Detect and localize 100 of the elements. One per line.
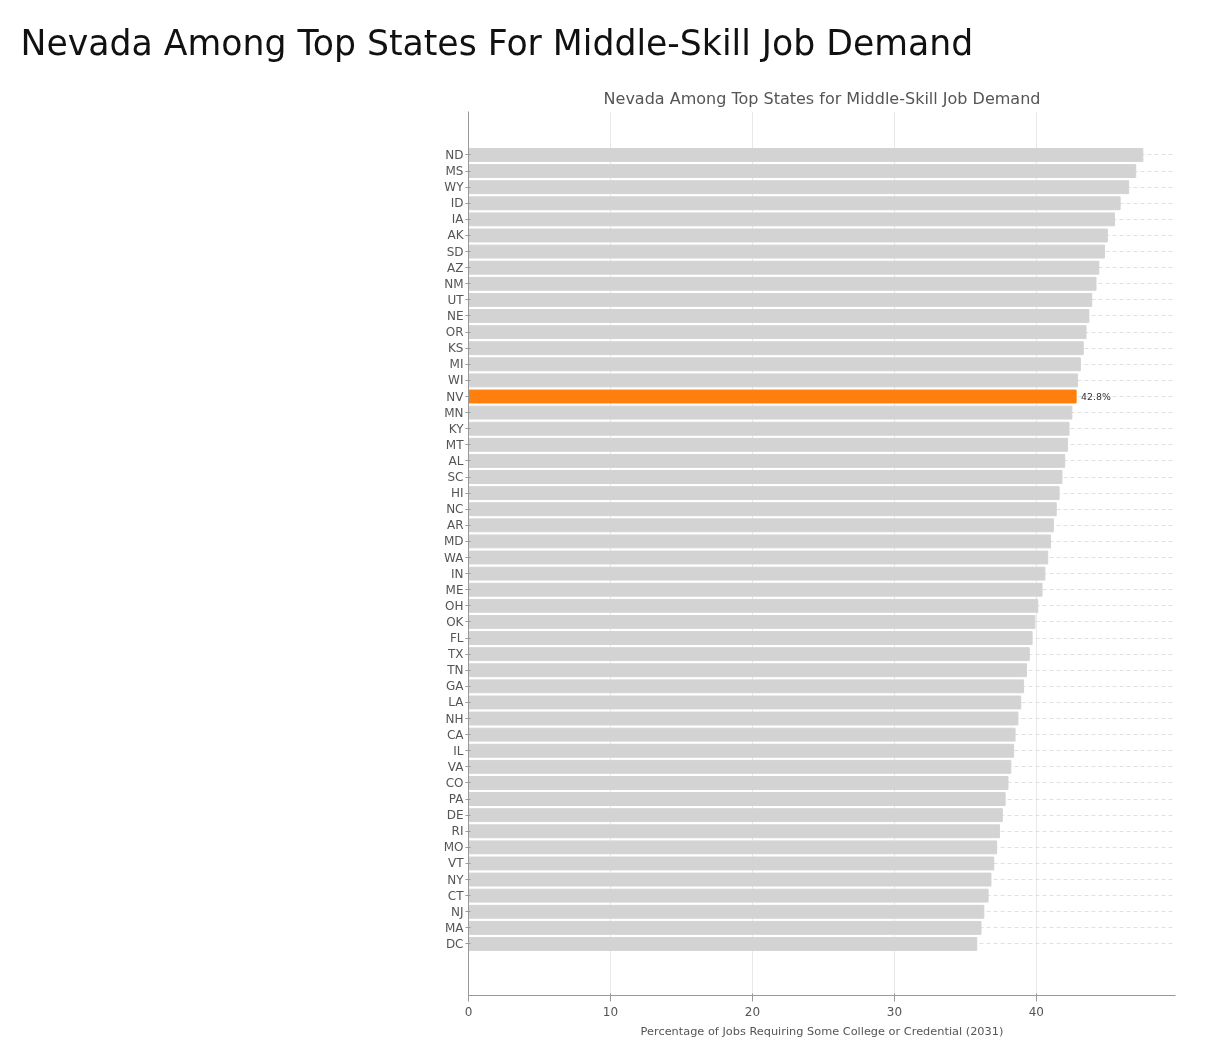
bar: [468, 614, 1036, 629]
y-tick-label: SD: [446, 244, 464, 259]
bar: [468, 470, 1063, 484]
y-tick-label: AL: [448, 453, 464, 468]
y-tick-label: WA: [444, 550, 465, 565]
y-tick-label: ME: [445, 582, 464, 597]
bar: [468, 743, 1015, 758]
bar: [468, 196, 1121, 211]
y-tick-label: VA: [447, 759, 465, 774]
bar: [468, 260, 1100, 275]
y-tick-label: IN: [450, 566, 464, 581]
bar: [468, 357, 1081, 372]
bar: [468, 373, 1079, 388]
bar: [468, 808, 1003, 823]
bar: [468, 148, 1144, 162]
y-tick-label: VT: [447, 856, 465, 871]
y-tick-label: OH: [445, 598, 464, 613]
y-tick-label: CO: [445, 775, 464, 790]
bar: [468, 502, 1057, 517]
y-tick-label: IL: [453, 743, 464, 758]
y-tick-label: NJ: [450, 904, 464, 919]
bar: [468, 405, 1073, 420]
y-tick-label: NC: [446, 502, 464, 517]
bar: [468, 180, 1130, 195]
y-tick-label: ID: [450, 196, 464, 211]
y-tick-label: GA: [445, 679, 465, 694]
bar: [468, 920, 982, 935]
x-tick-label: 30: [886, 1004, 903, 1019]
x-axis-title: Percentage of Jobs Requiring Some College or Credential (2031): [640, 1023, 1004, 1038]
bar: [468, 212, 1115, 227]
y-tick-label: MI: [449, 357, 464, 372]
bar: [468, 486, 1060, 501]
y-tick-label: AK: [447, 228, 465, 243]
bar: [468, 776, 1009, 790]
y-tick-label: MT: [445, 437, 465, 452]
y-tick-label: MS: [445, 164, 464, 179]
y-tick-label: OK: [446, 614, 465, 629]
y-tick-label: WI: [448, 373, 464, 388]
y-tick-label: NM: [444, 276, 464, 291]
x-tick-label: 20: [744, 1004, 761, 1019]
y-tick-label: MN: [444, 405, 464, 420]
bar: [468, 679, 1025, 694]
bar: [468, 904, 985, 919]
y-tick-label: FL: [449, 631, 464, 646]
y-tick-label: DC: [445, 936, 464, 951]
bar: [468, 582, 1043, 597]
x-tick-label: 0: [464, 1004, 473, 1019]
y-tick-label: WY: [444, 180, 465, 195]
bar: [468, 164, 1137, 179]
y-tick-label: MA: [444, 920, 465, 935]
bar: [468, 309, 1090, 323]
chart-subtitle: Nevada Among Top States for Middle-Skill Job Demand: [603, 88, 1041, 108]
y-tick-label: NV: [446, 389, 465, 404]
bar: [468, 647, 1030, 662]
y-tick-label: KS: [448, 341, 464, 356]
y-tick-label: SC: [447, 470, 464, 485]
bar: [468, 598, 1039, 613]
y-tick-label: IA: [451, 212, 465, 227]
y-tick-label: NE: [446, 309, 464, 323]
data-label: 42.8%: [1081, 391, 1111, 403]
bar: [468, 824, 1000, 839]
bar: [468, 437, 1069, 452]
y-tick-label: NY: [447, 872, 465, 887]
bar: [468, 888, 989, 903]
y-tick-label: UT: [447, 292, 465, 307]
bar: [468, 518, 1054, 533]
y-tick-label: KY: [448, 421, 465, 436]
bar: [468, 421, 1070, 436]
y-tick-label: HI: [450, 486, 464, 501]
y-tick-label: MO: [443, 840, 464, 855]
bar: [468, 325, 1087, 340]
y-tick-label: CA: [446, 727, 465, 742]
x-tick-label: 40: [1028, 1004, 1045, 1019]
bar: [468, 341, 1084, 356]
bar: [468, 727, 1016, 742]
bar: [468, 937, 978, 951]
bar: [468, 792, 1006, 806]
bar: [468, 276, 1097, 291]
y-tick-label: AZ: [447, 260, 464, 275]
bar: [468, 663, 1027, 678]
y-tick-label: TN: [446, 663, 464, 678]
bar: [468, 389, 1077, 404]
bar: [468, 453, 1066, 468]
y-tick-label: TX: [446, 647, 464, 662]
y-tick-label: DE: [446, 808, 464, 823]
y-tick-label: LA: [448, 695, 465, 710]
bar: [468, 759, 1012, 774]
y-tick-label: CT: [447, 888, 465, 903]
y-tick-label: ND: [445, 147, 464, 162]
bar: [468, 292, 1093, 307]
bar: [468, 566, 1046, 581]
bar: [468, 631, 1033, 645]
bar: [468, 840, 998, 855]
y-tick-label: OR: [445, 325, 464, 340]
chart-title: Nevada Among Top States For Middle-Skill Job Demand: [20, 22, 974, 63]
y-tick-label: PA: [448, 792, 465, 807]
y-tick-label: MD: [443, 534, 464, 549]
y-tick-label: NH: [445, 711, 464, 726]
y-tick-label: RI: [451, 824, 464, 839]
y-tick-label: AR: [446, 518, 464, 533]
